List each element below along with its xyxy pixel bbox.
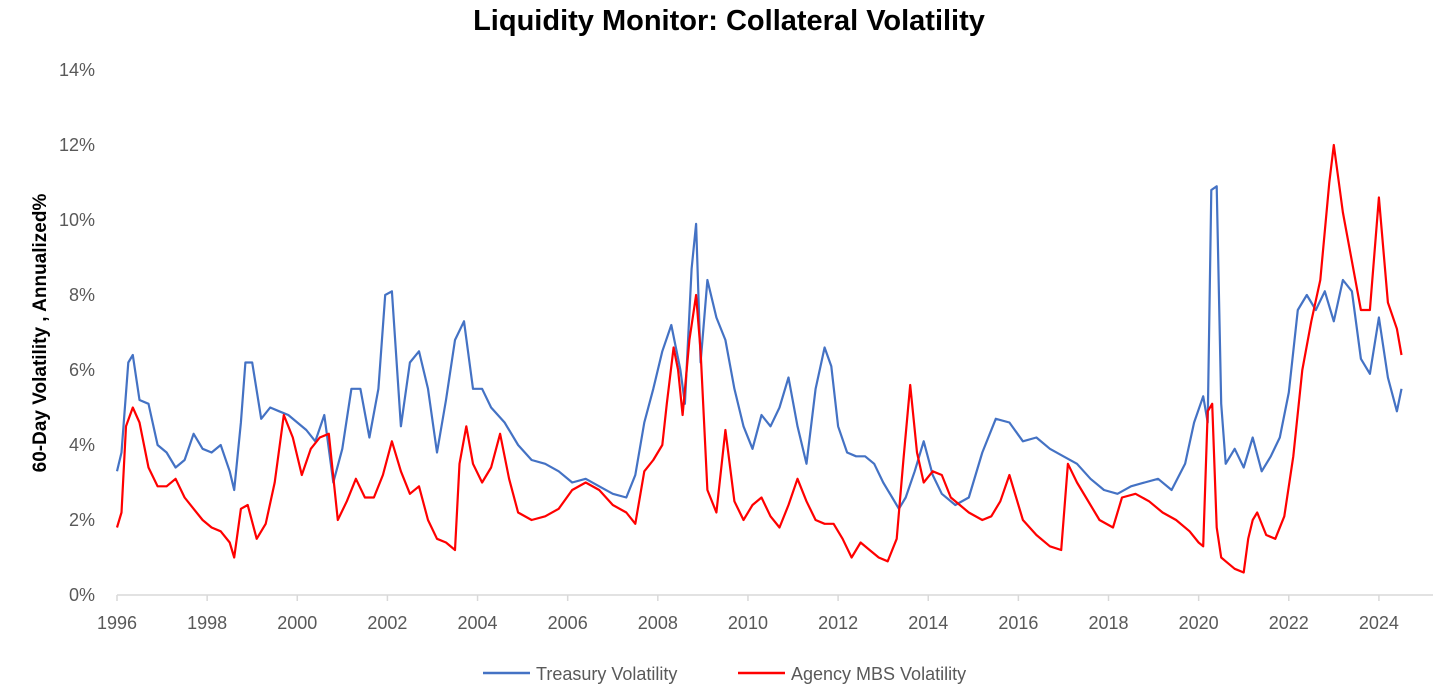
legend: Treasury Volatility Agency MBS Volatilit… bbox=[483, 664, 966, 684]
x-tick-label: 2018 bbox=[1088, 613, 1128, 633]
legend-label-agency-mbs: Agency MBS Volatility bbox=[791, 664, 966, 684]
x-tick-label: 2022 bbox=[1269, 613, 1309, 633]
plot-area bbox=[115, 143, 1403, 574]
y-axis: 0% 2% 4% 6% 8% 10% 12% 14% bbox=[59, 60, 95, 605]
x-tick-label: 1998 bbox=[187, 613, 227, 633]
x-tick-label: 2014 bbox=[908, 613, 948, 633]
y-tick-label: 14% bbox=[59, 60, 95, 80]
x-tick-label: 2024 bbox=[1359, 613, 1399, 633]
x-tick-label: 2020 bbox=[1179, 613, 1219, 633]
y-tick-label: 10% bbox=[59, 210, 95, 230]
x-tick-label: 2008 bbox=[638, 613, 678, 633]
x-tick-label: 2006 bbox=[548, 613, 588, 633]
series-line-agency-mbs bbox=[115, 143, 1403, 574]
y-tick-label: 6% bbox=[69, 360, 95, 380]
legend-label-treasury: Treasury Volatility bbox=[536, 664, 677, 684]
x-tick-label: 2000 bbox=[277, 613, 317, 633]
x-tick-label: 2016 bbox=[998, 613, 1038, 633]
x-tick-label: 2010 bbox=[728, 613, 768, 633]
y-tick-label: 4% bbox=[69, 435, 95, 455]
x-tick-label: 2002 bbox=[367, 613, 407, 633]
series-line-treasury bbox=[115, 185, 1403, 510]
y-tick-label: 12% bbox=[59, 135, 95, 155]
chart-title: Liquidity Monitor: Collateral Volatility bbox=[473, 5, 985, 37]
y-tick-label: 0% bbox=[69, 585, 95, 605]
x-tick-label: 1996 bbox=[97, 613, 137, 633]
y-tick-label: 2% bbox=[69, 510, 95, 530]
x-tick-label: 2004 bbox=[458, 613, 498, 633]
x-axis: 1996 1998 2000 2002 2004 2006 2008 2010 2012 2014… bbox=[97, 595, 1399, 633]
y-tick-label: 8% bbox=[69, 285, 95, 305]
y-axis-label: 60-Day Volatility , Annualized% bbox=[30, 194, 51, 473]
x-tick-label: 2012 bbox=[818, 613, 858, 633]
